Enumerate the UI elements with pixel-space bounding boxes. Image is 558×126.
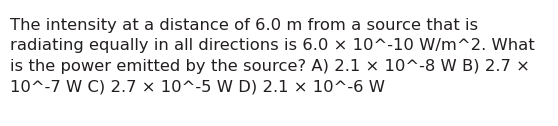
Text: The intensity at a distance of 6.0 m from a source that is
radiating equally in : The intensity at a distance of 6.0 m fro… xyxy=(10,18,535,94)
